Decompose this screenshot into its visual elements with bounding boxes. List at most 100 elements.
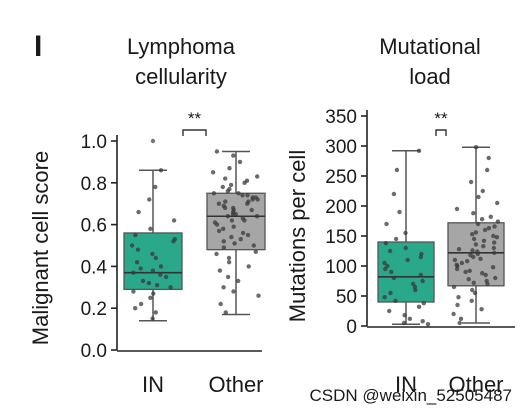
data-point: [250, 195, 255, 200]
x-category-label: IN: [142, 372, 164, 397]
panel-label: I: [34, 30, 42, 63]
box-in: [377, 241, 435, 303]
significance-label: **: [188, 109, 202, 128]
data-point: [488, 214, 493, 219]
data-point: [387, 308, 392, 314]
data-point: [459, 260, 465, 266]
data-point: [471, 280, 476, 285]
y-tick-label: 150: [325, 227, 357, 248]
data-point: [473, 242, 479, 247]
data-point: [470, 287, 475, 293]
data-point: [467, 268, 472, 273]
data-point: [491, 245, 497, 251]
chart2-y-axis-label: Mutations per cell: [285, 150, 310, 322]
data-point: [238, 237, 243, 242]
data-point: [387, 248, 393, 254]
data-point: [470, 248, 475, 253]
data-point: [495, 200, 500, 206]
data-point: [158, 264, 164, 269]
data-point: [168, 285, 173, 290]
data-point: [253, 195, 258, 200]
data-point: [405, 257, 410, 263]
x-category-label: Other: [448, 372, 503, 397]
data-point: [394, 167, 400, 173]
data-point: [492, 224, 497, 229]
data-point: [471, 211, 476, 216]
data-point: [216, 201, 222, 206]
data-point: [135, 247, 141, 252]
x-category-label: IN: [395, 372, 417, 397]
data-point: [153, 184, 158, 190]
data-point: [158, 272, 163, 277]
chart1-title-line1: Lymphoma: [127, 34, 236, 59]
data-point: [481, 244, 486, 249]
data-point: [479, 307, 484, 312]
data-point: [214, 149, 220, 154]
data-point: [136, 209, 141, 215]
y-tick-label: 200: [325, 197, 357, 218]
data-point: [225, 214, 231, 219]
data-point: [221, 285, 226, 290]
data-point: [485, 167, 490, 173]
data-point: [403, 230, 408, 236]
y-tick-label: 300: [325, 137, 357, 158]
data-point: [403, 245, 408, 251]
data-point: [495, 219, 501, 224]
significance-bracket: [435, 129, 447, 136]
data-point: [140, 278, 146, 284]
data-point: [216, 228, 222, 234]
data-point: [244, 178, 250, 183]
data-point: [479, 217, 485, 222]
data-point: [133, 306, 138, 311]
data-point: [486, 155, 491, 161]
data-point: [138, 301, 144, 307]
data-point: [486, 226, 492, 231]
data-point: [393, 298, 398, 303]
significance-bracket: [182, 129, 207, 136]
data-point: [383, 241, 389, 246]
data-point: [465, 259, 470, 264]
data-point: [225, 274, 231, 280]
data-point: [172, 237, 177, 242]
data-point: [382, 260, 387, 266]
chart1-title-line2: cellularity: [135, 64, 227, 89]
data-point: [146, 280, 152, 286]
data-point: [212, 220, 218, 225]
data-point: [411, 281, 416, 287]
data-point: [129, 243, 135, 248]
data-point: [151, 291, 156, 296]
data-point: [452, 257, 458, 263]
data-point: [480, 271, 485, 276]
data-point: [147, 197, 152, 202]
data-point: [491, 233, 496, 239]
data-point: [475, 221, 481, 227]
data-point: [382, 295, 387, 300]
data-point: [150, 251, 155, 257]
data-point: [468, 179, 474, 185]
y-tick-label: 0.2: [81, 299, 107, 320]
data-point: [456, 295, 461, 300]
y-tick-label: 0.0: [81, 341, 107, 362]
data-point: [389, 269, 394, 275]
y-tick-label: 0.8: [81, 174, 107, 195]
data-point: [456, 247, 462, 252]
data-point: [134, 260, 140, 265]
chart2-title-line2: load: [409, 64, 451, 89]
outlier-point: [150, 138, 156, 144]
y-tick-label: 50: [336, 287, 357, 308]
data-point: [246, 264, 251, 269]
data-point: [451, 311, 456, 317]
significance-label: **: [434, 109, 448, 128]
data-point: [218, 301, 223, 307]
y-tick-label: 350: [325, 107, 357, 128]
data-point: [254, 214, 260, 219]
data-point: [226, 260, 232, 265]
data-point: [492, 250, 497, 255]
data-point: [163, 274, 169, 280]
data-point: [211, 191, 217, 196]
data-point: [214, 251, 219, 257]
chart2-title-line1: Mutational: [379, 34, 481, 59]
data-point: [223, 199, 228, 204]
data-point: [217, 268, 223, 273]
y-tick-label: 0.4: [81, 257, 108, 278]
